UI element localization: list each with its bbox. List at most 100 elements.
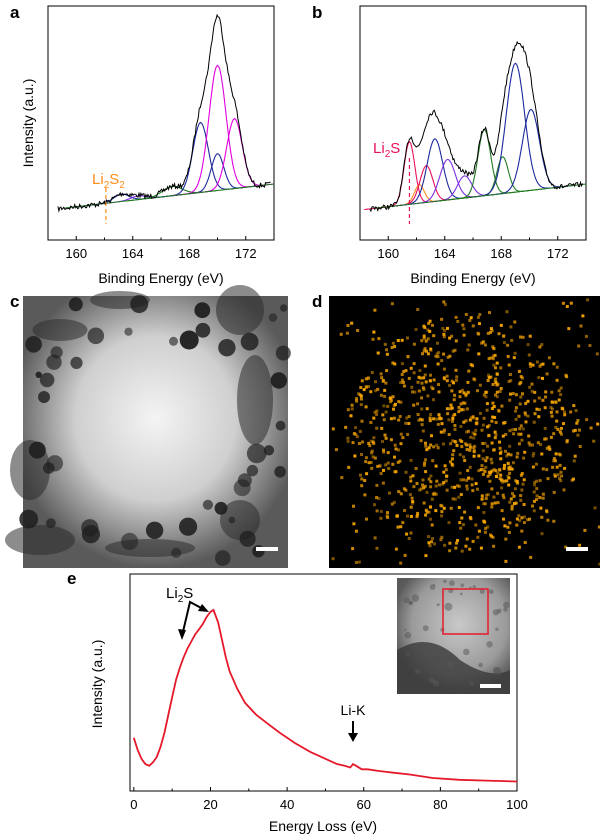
eds-pixel (457, 410, 461, 414)
eds-pixel (510, 338, 514, 342)
eds-pixel (429, 348, 433, 352)
eds-pixel (346, 324, 350, 327)
eds-pixel (516, 451, 520, 455)
eds-pixel (486, 525, 490, 529)
eds-pixel (372, 436, 376, 440)
eds-pixel (498, 446, 502, 450)
eds-pixel (574, 409, 578, 413)
eds-pixel (543, 406, 547, 410)
eds-pixel (450, 485, 454, 489)
eds-pixel (411, 500, 415, 504)
chart-a-xlabel: Binding Energy (eV) (98, 270, 223, 286)
tem-particle (35, 371, 42, 378)
eds-pixel (531, 454, 535, 458)
eds-pixel (393, 443, 397, 447)
eds-pixel (422, 334, 426, 338)
eds-pixel (512, 432, 516, 436)
eds-pixel (417, 375, 421, 379)
eds-pixel (498, 468, 502, 471)
eds-pixel (354, 561, 358, 564)
eds-pixel (485, 408, 489, 412)
eds-pixel (490, 487, 494, 491)
eds-pixel (436, 355, 440, 359)
eds-pixel (463, 510, 467, 514)
eds-pixel (356, 329, 360, 332)
eds-pixel (546, 477, 550, 481)
eds-pixel (563, 410, 566, 414)
eds-pixel (484, 465, 488, 469)
eds-pixel (499, 366, 503, 370)
eds-pixel (482, 502, 486, 506)
eds-pixel (541, 496, 545, 500)
eds-pixel (420, 339, 424, 343)
eds-pixel (442, 332, 446, 336)
eds-pixel (477, 529, 481, 533)
eds-pixel (442, 367, 446, 371)
eds-map (329, 296, 600, 568)
eds-pixel (487, 433, 491, 437)
eds-pixel (459, 402, 463, 406)
eds-pixel (493, 416, 497, 419)
eds-pixel (511, 492, 514, 496)
eds-pixel (465, 487, 469, 491)
tem-particle (280, 304, 288, 312)
eds-pixel (383, 342, 387, 346)
eds-pixel (424, 444, 428, 448)
eds-pixel (539, 443, 543, 446)
eds-pixel (448, 549, 452, 553)
eds-pixel (557, 452, 561, 456)
eds-pixel (488, 473, 492, 476)
eds-pixel (464, 544, 468, 548)
eds-pixel (487, 373, 490, 377)
eds-pixel (514, 479, 518, 483)
eds-pixel (501, 480, 504, 484)
eds-pixel (533, 412, 537, 416)
inset-grain (405, 652, 410, 657)
eds-pixel (431, 323, 434, 327)
tem-particle (240, 332, 259, 351)
eds-pixel (388, 491, 391, 495)
eds-pixel (419, 376, 423, 380)
eds-pixel (498, 451, 502, 455)
eds-pixel (385, 352, 389, 356)
inset-texture (397, 579, 510, 694)
eds-pixel (519, 498, 523, 502)
eds-pixel (412, 403, 416, 407)
eds-pixel (535, 487, 539, 491)
eds-pixel (507, 363, 511, 367)
eds-pixel (449, 407, 452, 411)
eds-pixel (573, 454, 577, 458)
tem-dark-region (32, 319, 88, 341)
chart-a-tick-label: 160 (65, 246, 87, 261)
eds-pixel (395, 514, 399, 518)
eds-pixel (524, 420, 528, 424)
eds-pixel (449, 442, 453, 446)
eds-pixel (469, 316, 473, 320)
tem-particle (215, 550, 231, 566)
eds-pixel (467, 429, 470, 433)
eds-pixel (552, 490, 556, 494)
eds-pixel (465, 407, 469, 411)
eds-pixel (474, 523, 478, 527)
eds-pixel (402, 384, 406, 388)
eds-pixel (429, 347, 433, 351)
eds-pixel (588, 344, 592, 347)
eds-pixel (586, 298, 590, 302)
eds-pixel (492, 354, 495, 358)
eds-pixel (468, 319, 472, 322)
eds-pixel (400, 338, 404, 342)
eds-pixel (454, 378, 458, 382)
eds-pixel (391, 462, 395, 466)
eds-pixel (420, 418, 424, 422)
eds-pixel (404, 488, 408, 492)
eds-pixel (457, 495, 461, 499)
eds-pixel (502, 466, 506, 470)
eds-pixel (456, 320, 460, 323)
eds-pixel (475, 417, 479, 421)
eds-pixel (455, 484, 459, 488)
eds-pixel (402, 370, 406, 373)
eds-pixel (454, 339, 458, 343)
eds-pixel (401, 380, 405, 384)
chart-b-peak-9 (485, 108, 576, 197)
eds-pixel (428, 419, 432, 423)
